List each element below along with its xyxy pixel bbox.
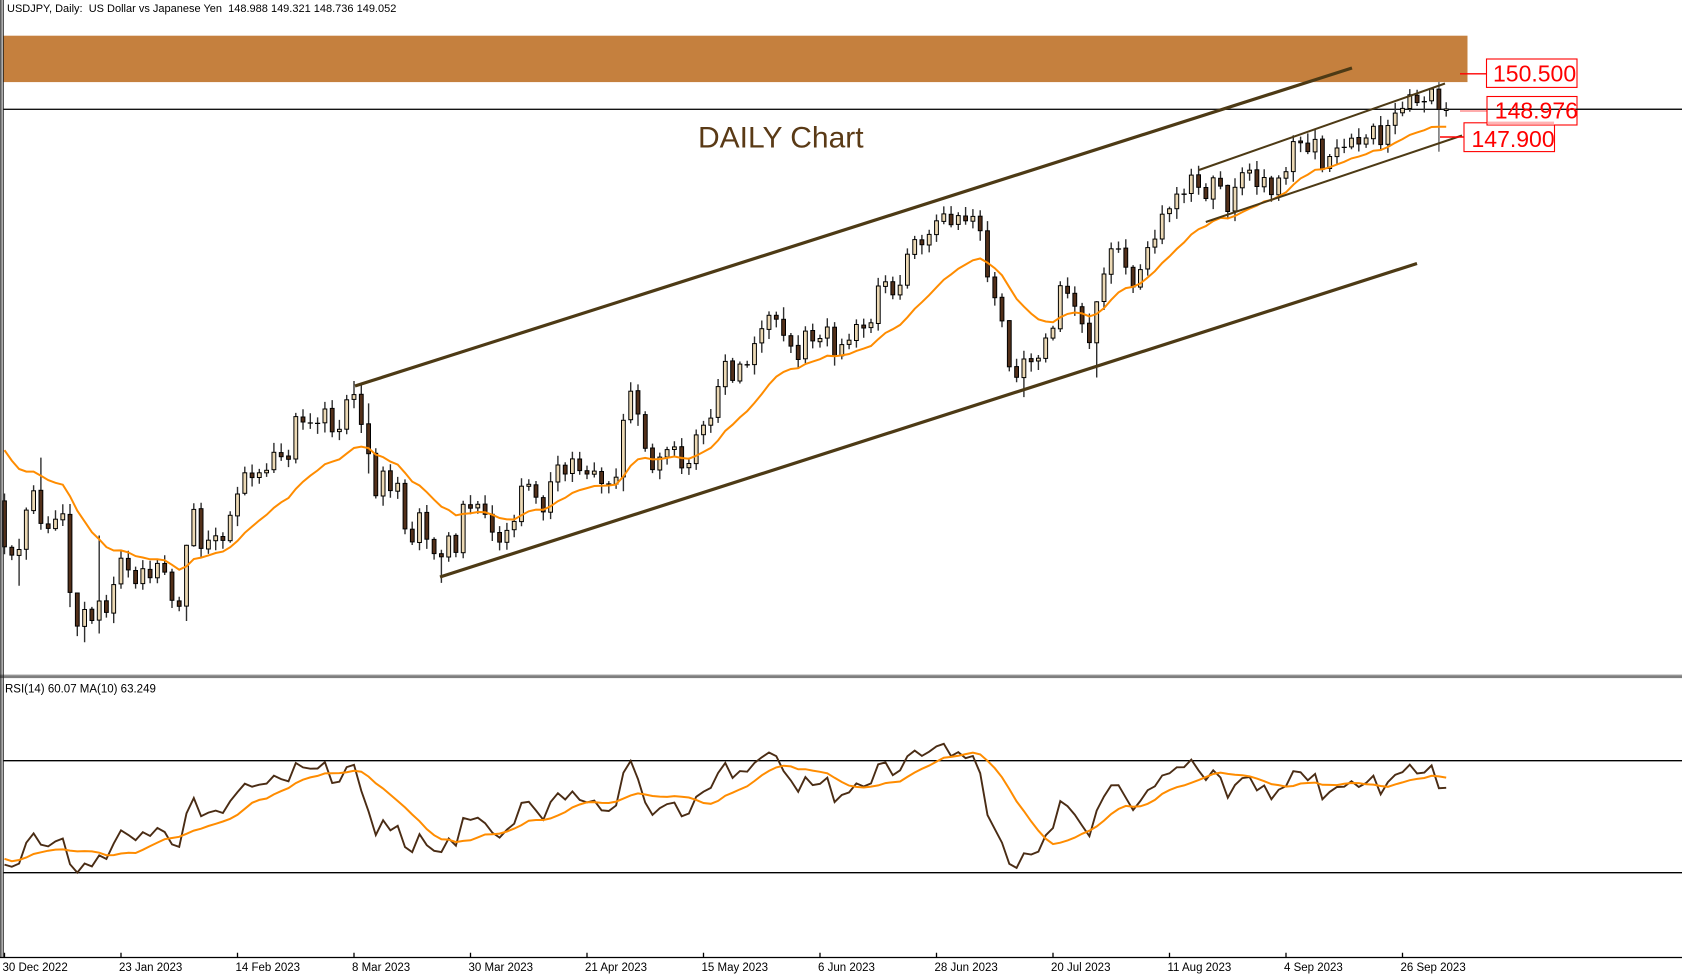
svg-text:20 Jul 2023: 20 Jul 2023 [1051,962,1110,974]
svg-text:150.500: 150.500 [1493,61,1576,87]
svg-text:DAILY Chart: DAILY Chart [698,122,864,155]
svg-text:14 Feb 2023: 14 Feb 2023 [236,962,301,974]
svg-text:4 Sep 2023: 4 Sep 2023 [1284,962,1343,974]
svg-text:USDJPY, Daily: US Dollar vs J: USDJPY, Daily: US Dollar vs Japanese Yen… [7,3,396,15]
svg-text:21 Apr 2023: 21 Apr 2023 [585,962,647,974]
svg-text:6 Jun 2023: 6 Jun 2023 [818,962,875,974]
svg-text:23 Jan 2023: 23 Jan 2023 [119,962,182,974]
svg-text:8 Mar 2023: 8 Mar 2023 [352,962,410,974]
svg-text:30 Dec 2022: 30 Dec 2022 [3,962,68,974]
svg-text:30 Mar 2023: 30 Mar 2023 [469,962,534,974]
svg-text:RSI(14) 60.07 MA(10) 63.249: RSI(14) 60.07 MA(10) 63.249 [5,684,156,696]
svg-text:11 Aug 2023: 11 Aug 2023 [1168,962,1232,974]
svg-text:15 May 2023: 15 May 2023 [702,962,769,974]
svg-text:28 Jun 2023: 28 Jun 2023 [935,962,998,974]
svg-text:148.976: 148.976 [1495,98,1578,124]
svg-text:147.900: 147.900 [1472,126,1555,152]
svg-text:26 Sep 2023: 26 Sep 2023 [1401,962,1466,974]
